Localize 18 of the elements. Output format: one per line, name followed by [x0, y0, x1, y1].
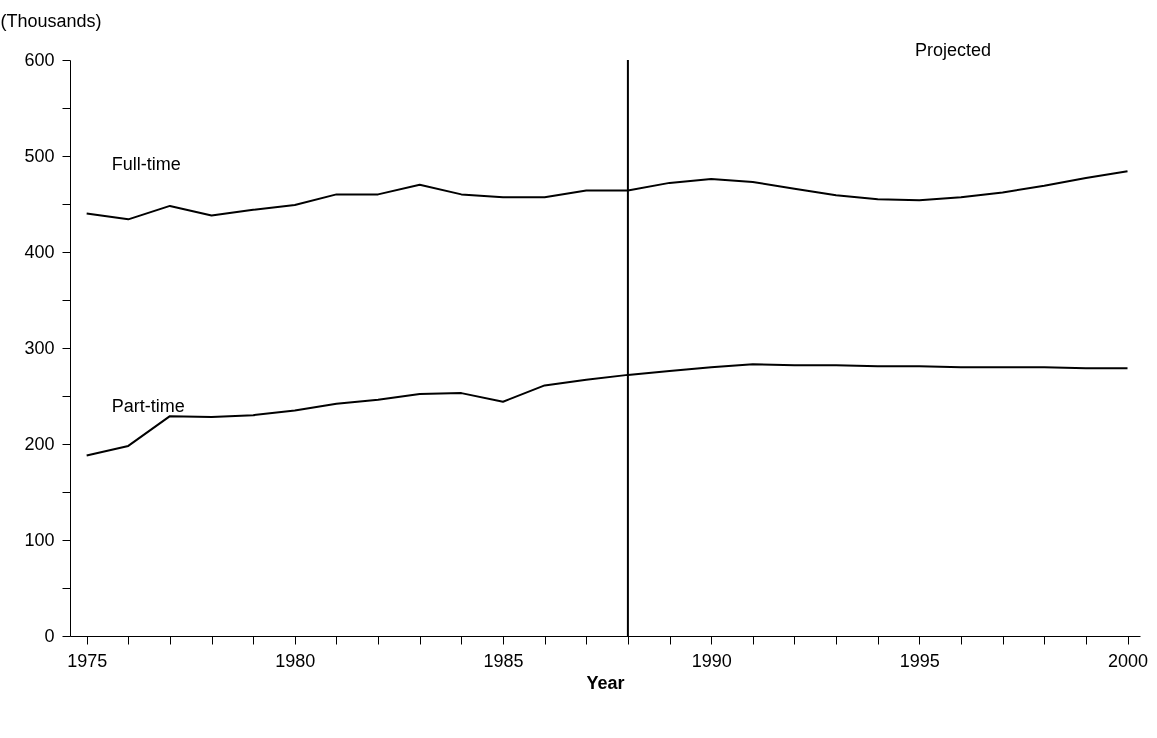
y-tick-label: 400 — [24, 241, 55, 262]
series-label: Part-time — [111, 395, 185, 416]
x-tick-label: 1980 — [275, 650, 316, 671]
x-tick-label: 1990 — [691, 650, 732, 671]
x-tick-label: 1995 — [899, 650, 940, 671]
series-label: Full-time — [111, 153, 181, 174]
y-tick-label: 100 — [24, 529, 55, 550]
x-tick-label: 2000 — [1107, 650, 1149, 671]
y-tick-label: 600 — [24, 49, 55, 70]
y-tick-label: 200 — [24, 433, 55, 454]
x-tick-label: 1985 — [483, 650, 524, 671]
y-tick-label: 500 — [24, 145, 55, 166]
y-tick-label: 300 — [24, 337, 55, 358]
x-tick-label: 1975 — [67, 650, 108, 671]
y-axis-title: (Thousands) — [0, 10, 102, 31]
x-axis-title: Year — [586, 672, 625, 693]
text: Projected — [915, 40, 992, 60]
y-tick-label: 0 — [44, 625, 55, 646]
